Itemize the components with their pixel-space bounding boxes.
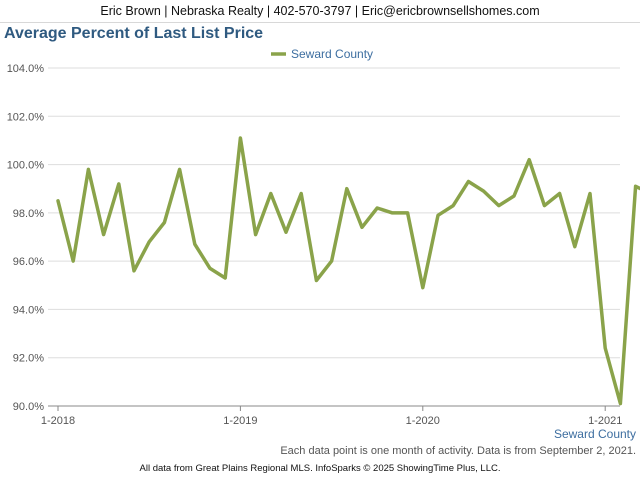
- chart-title: Average Percent of Last List Price: [4, 25, 264, 42]
- y-tick-label: 96.0%: [13, 256, 44, 268]
- x-tick-label: 1-2021: [588, 415, 622, 427]
- contact-header: Eric Brown | Nebraska Realty | 402-570-3…: [0, 0, 640, 23]
- series-lines: [56, 136, 640, 406]
- data-credit: All data from Great Plains Regional MLS.…: [139, 463, 501, 474]
- legend[interactable]: Seward County: [271, 47, 373, 61]
- data-footnote: Each data point is one month of activity…: [280, 445, 636, 457]
- series-caption: Seward County: [553, 427, 636, 441]
- x-tick-label: 1-2019: [223, 415, 257, 427]
- x-tick-labels: 1-2018 1-2019 1-2020 1-2021: [41, 415, 622, 427]
- y-tick-label: 102.0%: [7, 111, 45, 123]
- grid-lines: [48, 67, 620, 359]
- contact-line: Eric Brown | Nebraska Realty | 402-570-3…: [100, 4, 540, 18]
- y-tick-label: 90.0%: [13, 401, 44, 413]
- x-tick-label: 1-2018: [41, 415, 75, 427]
- series-line-seward-county: [56, 136, 640, 406]
- y-tick-label: 98.0%: [13, 208, 44, 220]
- y-tick-label: 104.0%: [7, 63, 45, 75]
- y-tick-label: 94.0%: [13, 304, 44, 316]
- y-tick-label: 100.0%: [7, 160, 45, 172]
- x-tick-label: 1-2020: [406, 415, 440, 427]
- y-tick-label: 92.0%: [13, 353, 44, 365]
- y-tick-labels: 90.0% 92.0% 94.0% 96.0% 98.0% 100.0% 102.0% 104…: [7, 63, 45, 413]
- legend-label[interactable]: Seward County: [291, 47, 373, 61]
- axes: [48, 405, 620, 411]
